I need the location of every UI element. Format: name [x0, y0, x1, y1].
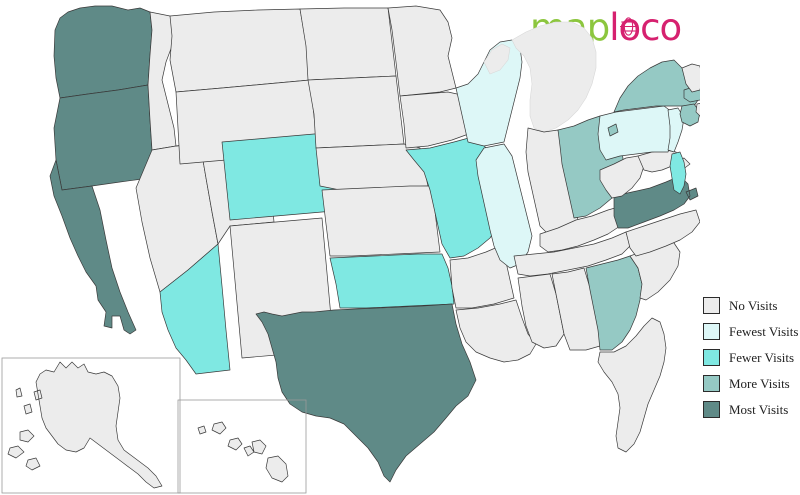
state-MS[interactable]: [517, 273, 565, 349]
legend-swatch-fewest-visits: [703, 322, 720, 340]
state-LA[interactable]: [455, 299, 537, 363]
state-IL[interactable]: [475, 143, 533, 269]
legend-swatch-fewer-visits: [703, 348, 720, 366]
state-AK[interactable]: [7, 361, 163, 489]
state-CA[interactable]: [49, 159, 137, 335]
logo-globe-o: o: [618, 6, 641, 49]
state-MN[interactable]: [387, 5, 457, 97]
state-MI[interactable]: [483, 21, 597, 133]
state-GA[interactable]: [585, 255, 643, 351]
state-TN[interactable]: [513, 231, 631, 277]
state-HI[interactable]: [197, 421, 289, 483]
state-AR[interactable]: [449, 245, 515, 309]
state-OR[interactable]: [53, 84, 153, 191]
state-TX[interactable]: [255, 303, 477, 483]
logo-text-co: co: [640, 6, 682, 49]
map-legend: No Visits Fewest Visits Fewer Visits Mor…: [703, 292, 799, 422]
state-WV[interactable]: [599, 155, 645, 199]
legend-item-fewest-visits[interactable]: Fewest Visits: [703, 318, 799, 344]
legend-swatch-most-visits: [703, 400, 720, 418]
legend-swatch-no-visits: [703, 296, 720, 314]
state-VT[interactable]: [681, 63, 700, 93]
legend-item-more-visits[interactable]: More Visits: [703, 370, 799, 396]
state-OK[interactable]: [329, 253, 455, 309]
legend-label-no-visits: No Visits: [729, 297, 778, 313]
state-AZ[interactable]: [159, 243, 231, 375]
legend-label-fewest-visits: Fewest Visits: [729, 323, 799, 339]
state-RI[interactable]: [695, 103, 700, 117]
state-MT[interactable]: [169, 8, 311, 93]
hawaii-inset-box: [177, 399, 307, 494]
legend-item-fewer-visits[interactable]: Fewer Visits: [703, 344, 799, 370]
state-DE[interactable]: [669, 151, 687, 195]
legend-swatch-more-visits: [703, 374, 720, 392]
state-CT[interactable]: [679, 103, 700, 127]
state-WA[interactable]: [53, 5, 153, 99]
state-NC[interactable]: [625, 209, 700, 257]
alaska-inset-box: [1, 357, 181, 494]
legend-item-no-visits[interactable]: No Visits: [703, 292, 799, 318]
state-SD[interactable]: [307, 75, 405, 149]
state-ND[interactable]: [299, 7, 397, 81]
state-FL[interactable]: [597, 317, 667, 453]
us-map-svg[interactable]: [0, 0, 700, 495]
legend-label-most-visits: Most Visits: [729, 401, 789, 417]
state-KS[interactable]: [321, 185, 441, 257]
legend-item-most-visits[interactable]: Most Visits: [703, 396, 799, 422]
legend-label-fewer-visits: Fewer Visits: [729, 349, 795, 365]
legend-label-more-visits: More Visits: [729, 375, 790, 391]
logo-text-l: l: [609, 6, 619, 49]
us-map-container[interactable]: [0, 0, 700, 495]
